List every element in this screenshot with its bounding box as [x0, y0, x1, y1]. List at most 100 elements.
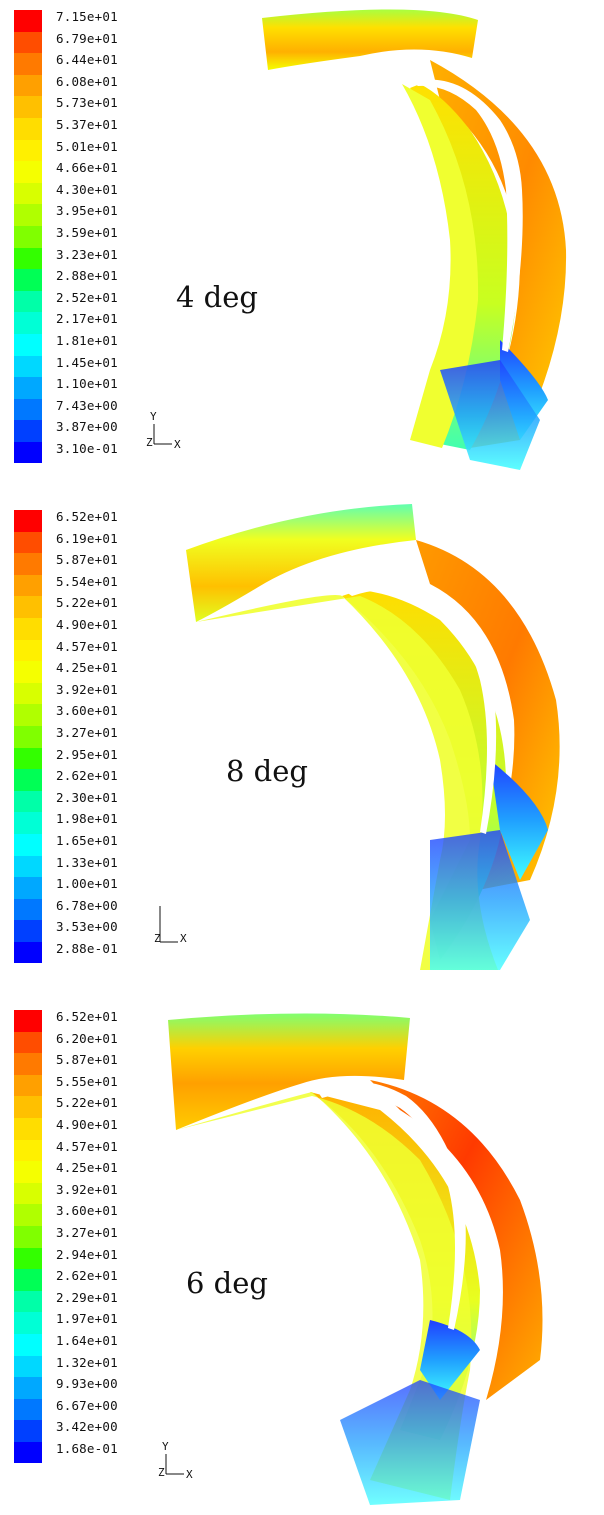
axis-lines: [153, 424, 172, 445]
legend-tick-label: 2.95e+01: [56, 746, 118, 762]
axis-x-label: X: [186, 1468, 193, 1481]
legend-tick-label: 1.32e+01: [56, 1354, 118, 1370]
angle-caption: 8 deg: [226, 754, 308, 788]
axis-lines: [165, 1454, 184, 1475]
legend-tick-label: 3.27e+01: [56, 724, 118, 740]
legend-tick-label: 3.87e+00: [56, 419, 118, 435]
velocity-panel-6deg: 6.52e+01 6.20e+01 5.87e+01 5.55e+01 5.22e+01…: [0, 1000, 604, 1515]
legend-swatch: [14, 1161, 42, 1183]
legend-swatch: [14, 1139, 42, 1162]
legend-swatch: [14, 269, 42, 291]
flow-field: [262, 9, 567, 470]
legend-swatch: [14, 333, 42, 356]
legend-tick-label: 5.87e+01: [56, 552, 118, 568]
legend-swatch: [14, 812, 42, 834]
legend-swatch: [14, 247, 42, 270]
angle-caption: 6 deg: [186, 1266, 268, 1300]
legend-tick-label: 5.22e+01: [56, 1095, 118, 1111]
blade-passage: [196, 595, 498, 970]
legend-tick-label: 2.88e+01: [56, 268, 118, 284]
velocity-panel-4deg: 7.15e+01 6.79e+01 6.44e+01 6.08e+01 5.73e+01…: [0, 0, 604, 490]
legend-swatch: [14, 1074, 42, 1097]
legend-tick-label: 1.33e+01: [56, 854, 118, 870]
legend-tick-label: 1.00e+01: [56, 876, 118, 892]
legend-swatch: [14, 855, 42, 878]
legend-tick-label: 4.57e+01: [56, 638, 118, 654]
legend-swatch: [14, 31, 42, 54]
legend-swatch: [14, 1441, 42, 1464]
legend-tick-label: 5.01e+01: [56, 138, 118, 154]
legend-tick-label: 2.29e+01: [56, 1289, 118, 1305]
legend-swatch: [14, 833, 42, 856]
legend-swatch: [14, 1117, 42, 1140]
legend-swatch: [14, 1182, 42, 1205]
legend-tick-label: 6.19e+01: [56, 530, 118, 546]
legend-swatch: [14, 1269, 42, 1291]
wake-region: [420, 1320, 480, 1400]
legend-swatch: [14, 182, 42, 205]
legend-tick-label: 6.67e+00: [56, 1397, 118, 1413]
exit-region: [440, 360, 540, 470]
legend-tick-label: 3.27e+01: [56, 1224, 118, 1240]
flow-field: [168, 1013, 543, 1505]
legend-tick-label: 4.25e+01: [56, 660, 118, 676]
legend-swatch: [14, 139, 42, 162]
axis-y-label: Y: [150, 410, 157, 423]
blade-passage: [176, 1092, 472, 1500]
legend-swatch: [14, 1290, 42, 1313]
legend-tick-label: 2.94e+01: [56, 1246, 118, 1262]
flow-field: [186, 504, 560, 970]
legend-swatch: [14, 1333, 42, 1356]
legend-swatch: [14, 10, 42, 32]
legend-tick-label: 7.43e+00: [56, 397, 118, 413]
legend-swatch: [14, 377, 42, 399]
legend-swatch: [14, 769, 42, 791]
legend-swatch: [14, 574, 42, 597]
legend-tick-label: 2.17e+01: [56, 311, 118, 327]
axis-x-label: X: [180, 932, 187, 945]
axis-triad: Y Z X: [146, 410, 196, 452]
legend-tick-label: 3.92e+01: [56, 1181, 118, 1197]
legend-tick-label: 3.60e+01: [56, 1203, 118, 1219]
legend-swatch: [14, 1053, 42, 1075]
legend-tick-label: 1.97e+01: [56, 1311, 118, 1327]
legend-tick-label: 5.73e+01: [56, 95, 118, 111]
exit-region: [340, 1380, 480, 1505]
legend-tick-label: 1.98e+01: [56, 811, 118, 827]
legend-swatch: [14, 617, 42, 640]
legend-tick-label: 2.62e+01: [56, 768, 118, 784]
legend-tick-label: 5.22e+01: [56, 595, 118, 611]
legend-swatch: [14, 204, 42, 226]
axis-triad: Y Z X: [158, 1440, 208, 1482]
legend-tick-label: 1.64e+01: [56, 1332, 118, 1348]
legend-swatch: [14, 1398, 42, 1421]
legend-swatch: [14, 96, 42, 118]
legend-swatch: [14, 1355, 42, 1378]
upper-passage: [186, 504, 416, 622]
axis-triad: Z X: [150, 902, 200, 945]
legend-tick-label: 3.59e+01: [56, 224, 118, 240]
legend-tick-label: 9.93e+00: [56, 1376, 118, 1392]
legend-swatch: [14, 1247, 42, 1270]
inner-channel: [410, 84, 517, 450]
angle-caption: 4 deg: [176, 280, 258, 314]
legend-swatch: [14, 1096, 42, 1118]
legend-tick-label: 1.81e+01: [56, 332, 118, 348]
legend-swatch: [14, 531, 42, 554]
outer-channel: [430, 60, 567, 448]
upper-passage: [262, 9, 478, 70]
legend-tick-label: 7.15e+01: [56, 9, 118, 24]
legend-tick-label: 1.68e-01: [56, 1440, 118, 1456]
legend-tick-label: 6.78e+00: [56, 897, 118, 913]
legend-swatch: [14, 74, 42, 97]
legend-swatch: [14, 398, 42, 421]
legend-tick-label: 5.37e+01: [56, 116, 118, 132]
legend-swatch: [14, 898, 42, 921]
legend-swatch: [14, 312, 42, 334]
legend-tick-label: 4.90e+01: [56, 616, 118, 632]
legend-swatch: [14, 661, 42, 683]
legend-swatch: [14, 920, 42, 942]
legend-tick-label: 4.66e+01: [56, 160, 118, 176]
legend-tick-label: 2.62e+01: [56, 1268, 118, 1284]
legend-swatch: [14, 1225, 42, 1248]
